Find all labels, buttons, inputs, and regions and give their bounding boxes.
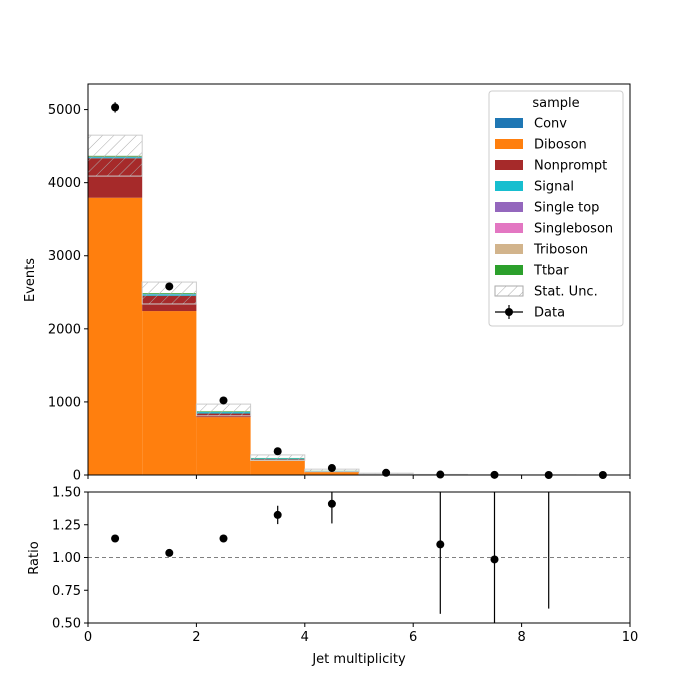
legend-entry-singleboson: Singleboson [495, 222, 613, 237]
x-tick-label: 2 [192, 630, 200, 645]
ratio-point [490, 555, 499, 564]
data-point [111, 103, 120, 112]
bar [196, 417, 251, 475]
x-tick-label: 0 [84, 630, 92, 645]
legend-label: Stat. Unc. [534, 285, 598, 300]
y-tick-label: 4000 [48, 176, 81, 191]
ratio-point [327, 499, 336, 508]
legend-label: Signal [534, 180, 574, 195]
ratio-point [436, 540, 445, 549]
data-point [327, 464, 336, 473]
legend-label: Data [534, 306, 565, 321]
main-plot-frame [87, 83, 631, 476]
y-tick-label: 1000 [48, 395, 81, 410]
x-axis-label: Jet multiplicity [311, 652, 406, 667]
legend-swatch [495, 223, 523, 233]
ratio-point [273, 510, 282, 519]
legend-swatch [495, 181, 523, 191]
y-tick-label: 3000 [48, 249, 81, 264]
legend-entry-triboson: Triboson [495, 243, 588, 258]
stat-unc-box [250, 454, 306, 461]
legend-title: sample [532, 96, 579, 111]
legend-label: Nonprompt [534, 159, 607, 174]
x-tick-label: 4 [301, 630, 309, 645]
x-tick-label: 10 [622, 630, 639, 645]
legend-entry-single-top: Single top [495, 201, 599, 216]
y-tick-label: 0 [73, 469, 81, 484]
x-tick-label: 6 [409, 630, 417, 645]
y-tick-label: 0.75 [52, 584, 81, 599]
legend-entry-diboson: Diboson [495, 138, 587, 153]
legend-swatch [495, 244, 523, 254]
bar [250, 460, 305, 475]
legend-entry-nonprompt: Nonprompt [495, 159, 607, 174]
stat-unc-box [195, 403, 252, 417]
ratio-y-axis-label: Ratio [27, 541, 42, 574]
legend-entry-conv: Conv [495, 117, 567, 132]
legend-label: Singleboson [534, 222, 613, 237]
legend-label: Diboson [534, 138, 587, 153]
y-tick-label: 1.25 [52, 518, 81, 533]
legend-label: Triboson [533, 243, 588, 258]
data-point [273, 447, 282, 456]
ratio-point [111, 534, 120, 543]
legend: sample Conv Diboson Nonprompt Signal Single … [488, 90, 624, 327]
ratio-point [219, 534, 228, 543]
series-diboson [88, 197, 468, 475]
legend-swatch [495, 202, 523, 212]
ratio-points [111, 492, 550, 623]
main-panel: 0 1000 2000 3000 4000 5000 [48, 83, 631, 484]
stat-unc-band [87, 134, 631, 476]
legend-label: Ttbar [533, 264, 569, 279]
bar [88, 197, 143, 475]
legend-swatch [495, 265, 523, 275]
legend-swatch [495, 160, 523, 170]
bar [142, 311, 197, 475]
legend-label: Single top [534, 201, 599, 216]
legend-swatch [494, 285, 524, 297]
ratio-point [165, 548, 174, 557]
legend-entry-ttbar: Ttbar [495, 264, 569, 279]
y-tick-label: 5000 [48, 103, 81, 118]
legend-entry-signal: Signal [495, 180, 574, 195]
legend-entry-data: Data [495, 305, 565, 321]
ratio-panel: 0.50 0.75 1.00 1.25 1.50 0 2 4 6 8 10 [52, 486, 638, 646]
y-tick-label: 1.00 [52, 551, 81, 566]
legend-swatch [495, 118, 523, 128]
y-tick-label: 2000 [48, 322, 81, 337]
stat-unc-box [87, 134, 143, 177]
data-point [382, 468, 391, 477]
bar [304, 471, 359, 475]
stat-unc-box [141, 281, 197, 305]
main-y-axis-label: Events [23, 258, 38, 302]
legend-marker [505, 308, 513, 316]
data-point [165, 282, 174, 291]
y-tick-label: 1.50 [52, 486, 81, 501]
legend-swatch [495, 139, 523, 149]
y-tick-label: 0.50 [52, 617, 81, 632]
data-points [111, 102, 607, 479]
legend-label: Conv [534, 117, 567, 132]
legend-entry-stat-unc: Stat. Unc. [494, 285, 598, 300]
data-point [219, 396, 228, 405]
x-tick-label: 8 [517, 630, 525, 645]
